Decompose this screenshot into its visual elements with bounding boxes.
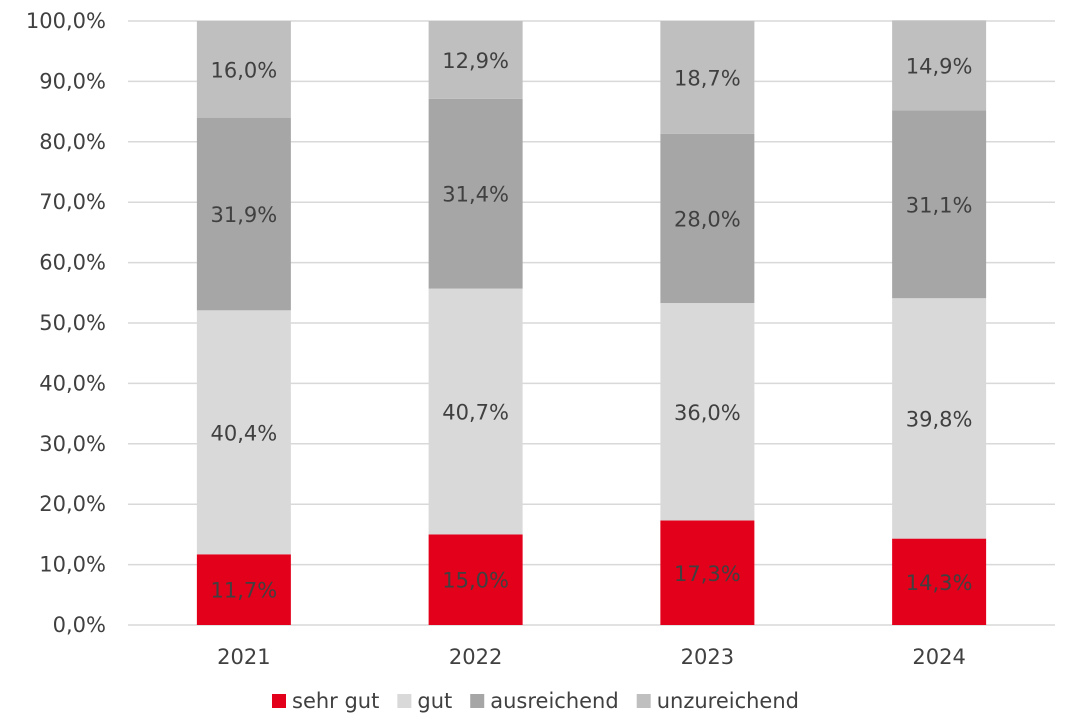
- bar-segment-ausreichend-2024: [892, 110, 987, 299]
- data-label: 40,4%: [211, 421, 278, 445]
- bar-segment-unzureichend-2021: [196, 21, 291, 118]
- y-tick-label: 70,0%: [39, 190, 106, 214]
- bar-segment-ausreichend-2022: [428, 98, 523, 289]
- legend-label: unzureichend: [657, 689, 799, 713]
- x-tick-label: 2021: [217, 645, 270, 669]
- bars: [196, 20, 987, 625]
- legend-swatch: [272, 694, 286, 708]
- bar-segment-sehr-gut-2022: [428, 534, 523, 625]
- data-label: 31,1%: [906, 193, 973, 217]
- bar-segment-sehr-gut-2023: [660, 520, 755, 625]
- y-tick-label: 0,0%: [53, 613, 106, 637]
- data-label: 31,9%: [211, 203, 278, 227]
- legend: sehr gut gut ausreichend unzureichend: [272, 689, 799, 713]
- legend-label: ausreichend: [490, 689, 618, 713]
- data-label: 36,0%: [674, 401, 741, 425]
- y-tick-label: 90,0%: [39, 69, 106, 93]
- data-label: 14,3%: [906, 571, 973, 595]
- bar-segment-gut-2023: [660, 303, 755, 521]
- y-tick-label: 50,0%: [39, 311, 106, 335]
- bar-segment-ausreichend-2021: [196, 117, 291, 311]
- data-label: 11,7%: [211, 579, 278, 603]
- legend-swatch: [470, 694, 485, 708]
- data-label: 28,0%: [674, 208, 741, 232]
- data-label: 18,7%: [674, 66, 741, 90]
- x-tick-label: 2022: [449, 645, 502, 669]
- bar-segment-unzureichend-2024: [892, 20, 987, 111]
- y-tick-label: 60,0%: [39, 251, 106, 275]
- bar-segment-sehr-gut-2024: [892, 538, 987, 625]
- y-tick-label: 100,0%: [26, 9, 106, 33]
- bar-segment-ausreichend-2023: [660, 133, 755, 304]
- legend-swatch: [636, 694, 651, 708]
- data-label: 31,4%: [442, 183, 509, 207]
- bar-segment-gut-2021: [196, 310, 291, 555]
- y-tick-label: 30,0%: [39, 432, 106, 456]
- data-label: 14,9%: [906, 54, 973, 78]
- bar-segment-unzureichend-2023: [660, 21, 755, 134]
- y-tick-label: 80,0%: [39, 130, 106, 154]
- data-label: 12,9%: [442, 49, 509, 73]
- bar-segment-unzureichend-2022: [428, 21, 523, 99]
- x-tick-label: 2024: [912, 645, 965, 669]
- data-label: 15,0%: [442, 569, 509, 593]
- x-tick-label: 2023: [681, 645, 734, 669]
- bar-segment-gut-2024: [892, 298, 987, 539]
- y-tick-label: 10,0%: [39, 553, 106, 577]
- legend-label: sehr gut: [292, 689, 379, 713]
- data-label: 39,8%: [906, 407, 973, 431]
- y-axis: 0,0% 10,0% 20,0% 30,0% 40,0% 50,0% 60,0% 70,0% 8…: [26, 9, 106, 637]
- data-label: 16,0%: [211, 58, 278, 82]
- legend-swatch: [397, 694, 412, 708]
- data-label: 40,7%: [442, 400, 509, 424]
- data-label: 17,3%: [674, 562, 741, 586]
- bar-segment-sehr-gut-2021: [196, 554, 291, 625]
- y-tick-label: 40,0%: [39, 371, 106, 395]
- legend-label: gut: [417, 689, 452, 713]
- x-axis: 2021 2022 2023 2024: [217, 645, 966, 669]
- y-tick-label: 20,0%: [39, 492, 106, 516]
- data-labels: 11,7% 40,4% 31,9% 16,0% 15,0% 40,7% 31,4% 12,9%…: [211, 49, 973, 603]
- bar-segment-gut-2022: [428, 288, 523, 535]
